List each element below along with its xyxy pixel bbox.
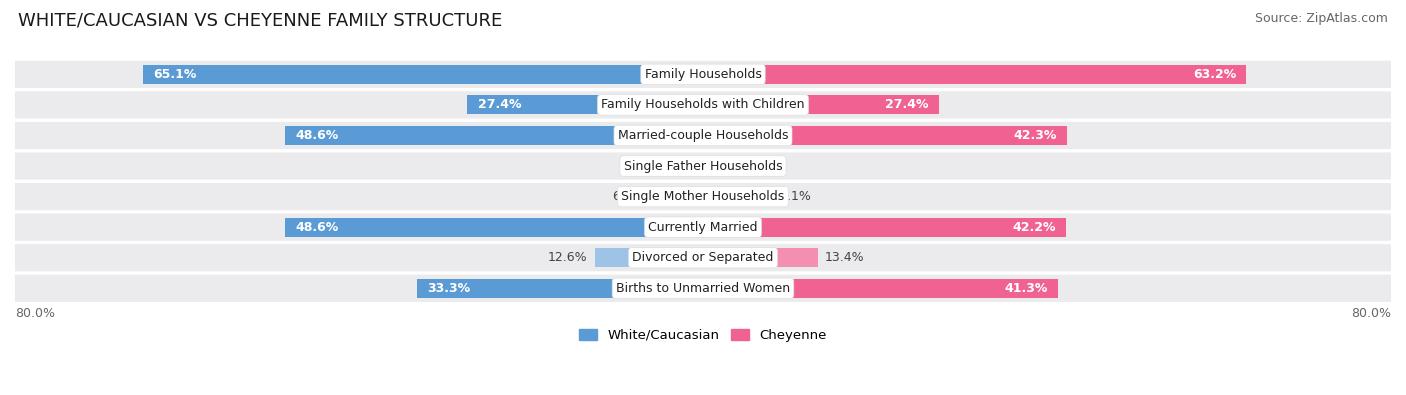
Text: 42.2%: 42.2% [1012, 221, 1056, 234]
Bar [703, 248, 818, 267]
Text: 27.4%: 27.4% [478, 98, 522, 111]
Text: 63.2%: 63.2% [1192, 68, 1236, 81]
FancyBboxPatch shape [15, 275, 1391, 302]
Text: 80.0%: 80.0% [15, 307, 55, 320]
Bar [703, 65, 1247, 84]
FancyBboxPatch shape [15, 152, 1391, 180]
Text: Family Households: Family Households [644, 68, 762, 81]
Text: 48.6%: 48.6% [295, 129, 339, 142]
Text: 2.9%: 2.9% [735, 160, 766, 173]
Text: WHITE/CAUCASIAN VS CHEYENNE FAMILY STRUCTURE: WHITE/CAUCASIAN VS CHEYENNE FAMILY STRUC… [18, 12, 502, 30]
Text: 13.4%: 13.4% [825, 251, 865, 264]
Text: Family Households with Children: Family Households with Children [602, 98, 804, 111]
Bar [285, 218, 703, 237]
Text: Births to Unmarried Women: Births to Unmarried Women [616, 282, 790, 295]
Text: Single Father Households: Single Father Households [624, 160, 782, 173]
FancyBboxPatch shape [15, 61, 1391, 88]
Bar [651, 187, 703, 206]
Bar [467, 96, 703, 115]
Bar [703, 187, 773, 206]
Text: Married-couple Households: Married-couple Households [617, 129, 789, 142]
Text: 41.3%: 41.3% [1004, 282, 1047, 295]
Text: 6.1%: 6.1% [612, 190, 644, 203]
Text: 48.6%: 48.6% [295, 221, 339, 234]
Text: 12.6%: 12.6% [548, 251, 588, 264]
Bar [703, 156, 728, 175]
Bar [416, 279, 703, 298]
FancyBboxPatch shape [15, 214, 1391, 241]
FancyBboxPatch shape [15, 244, 1391, 271]
Bar [703, 126, 1067, 145]
Legend: White/Caucasian, Cheyenne: White/Caucasian, Cheyenne [574, 324, 832, 347]
Text: 8.1%: 8.1% [779, 190, 811, 203]
Text: Source: ZipAtlas.com: Source: ZipAtlas.com [1254, 12, 1388, 25]
Text: 65.1%: 65.1% [153, 68, 197, 81]
FancyBboxPatch shape [15, 122, 1391, 149]
Text: Single Mother Households: Single Mother Households [621, 190, 785, 203]
Bar [143, 65, 703, 84]
Bar [595, 248, 703, 267]
Text: 2.4%: 2.4% [644, 160, 675, 173]
Bar [285, 126, 703, 145]
Text: 42.3%: 42.3% [1014, 129, 1056, 142]
Text: 33.3%: 33.3% [427, 282, 470, 295]
Text: 80.0%: 80.0% [1351, 307, 1391, 320]
Text: Divorced or Separated: Divorced or Separated [633, 251, 773, 264]
Bar [703, 218, 1066, 237]
Text: Currently Married: Currently Married [648, 221, 758, 234]
FancyBboxPatch shape [15, 91, 1391, 118]
Bar [703, 96, 939, 115]
Bar [682, 156, 703, 175]
FancyBboxPatch shape [15, 183, 1391, 210]
Bar [703, 279, 1059, 298]
Text: 27.4%: 27.4% [884, 98, 928, 111]
